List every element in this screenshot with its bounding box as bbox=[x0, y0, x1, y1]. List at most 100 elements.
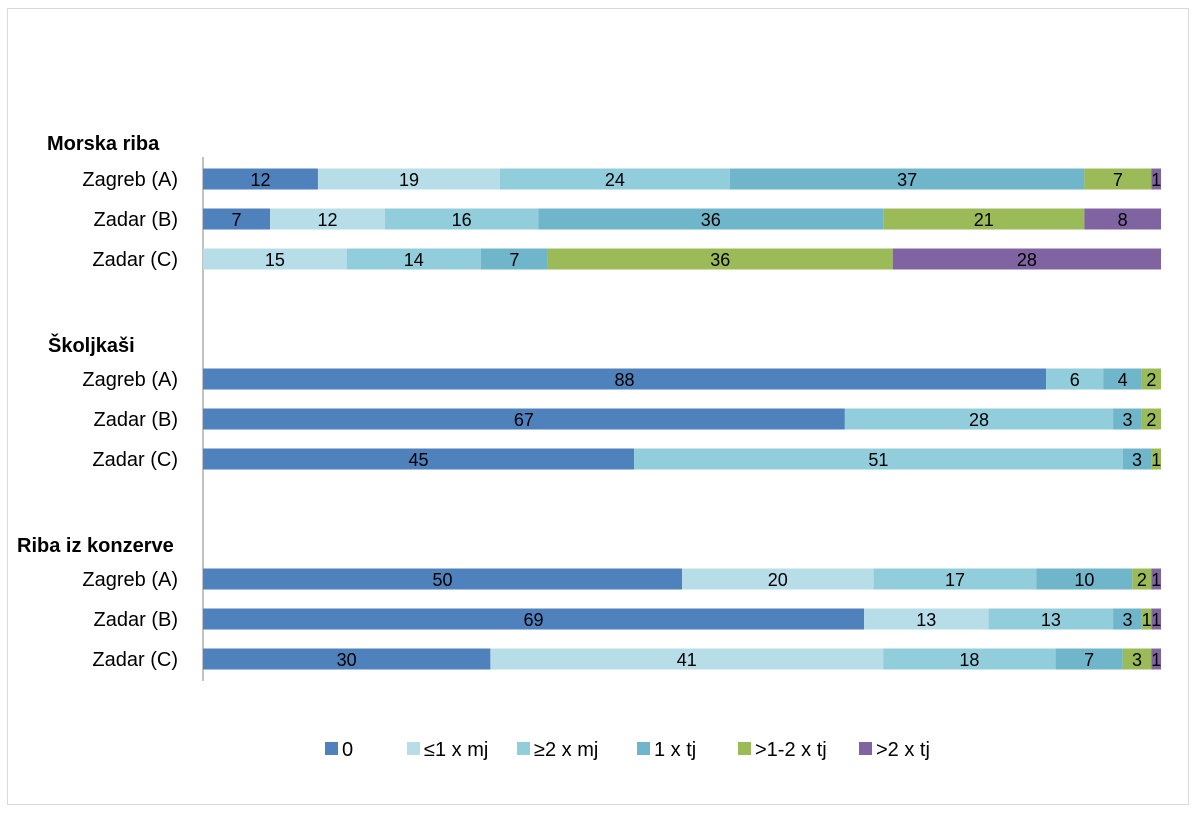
legend-swatch bbox=[325, 742, 338, 755]
bar-segment bbox=[1103, 368, 1142, 390]
group-title: Školjkaši bbox=[48, 333, 135, 357]
data-label: 18 bbox=[959, 650, 979, 670]
bar-segment bbox=[1151, 448, 1161, 470]
group-title: Riba iz konzerve bbox=[17, 535, 174, 557]
data-label: 19 bbox=[399, 170, 419, 190]
category-label: Zadar (B) bbox=[94, 609, 178, 631]
data-label: 51 bbox=[868, 450, 888, 470]
legend-label: >2 x tj bbox=[876, 739, 930, 761]
data-label: 28 bbox=[969, 410, 989, 430]
category-label: Zagreb (A) bbox=[82, 169, 178, 191]
bar-segment bbox=[203, 408, 845, 430]
bar-segment bbox=[883, 648, 1056, 670]
bar-segment bbox=[1151, 568, 1161, 590]
bars-layer bbox=[202, 157, 1161, 681]
data-label: 1 bbox=[1151, 170, 1161, 190]
bar-segment bbox=[203, 208, 271, 230]
data-label: 36 bbox=[710, 250, 730, 270]
bar-segment bbox=[1151, 648, 1161, 670]
bar-segment bbox=[1141, 408, 1161, 430]
bar-segment bbox=[1113, 608, 1142, 630]
bar-segment bbox=[203, 368, 1047, 390]
bar-segment bbox=[1122, 648, 1152, 670]
data-label: 1 bbox=[1151, 570, 1161, 590]
data-label: 10 bbox=[1074, 570, 1094, 590]
data-label: 4 bbox=[1118, 370, 1128, 390]
bar-segment bbox=[1141, 368, 1161, 390]
category-label: Zadar (C) bbox=[92, 649, 178, 671]
bar-segment bbox=[988, 608, 1114, 630]
data-label: 15 bbox=[265, 250, 285, 270]
data-label: 12 bbox=[250, 170, 270, 190]
data-label: 28 bbox=[1017, 250, 1037, 270]
data-label: 3 bbox=[1122, 610, 1132, 630]
bar-segment bbox=[864, 608, 989, 630]
data-label: 7 bbox=[1084, 650, 1094, 670]
chart-frame bbox=[7, 8, 1189, 805]
bar-segment bbox=[1036, 568, 1133, 590]
data-label: 30 bbox=[337, 650, 357, 670]
data-label: 20 bbox=[768, 570, 788, 590]
data-label: 3 bbox=[1122, 410, 1132, 430]
data-label: 8 bbox=[1118, 210, 1128, 230]
bar-segment bbox=[892, 248, 1161, 270]
data-label: 67 bbox=[514, 410, 534, 430]
legend-label: ≥2 x mj bbox=[534, 739, 598, 761]
bar-segment bbox=[1046, 368, 1104, 390]
category-label: Zagreb (A) bbox=[82, 569, 178, 591]
data-label: 1 bbox=[1151, 610, 1161, 630]
bar-segment bbox=[203, 448, 635, 470]
bar-segment bbox=[385, 208, 539, 230]
data-label: 2 bbox=[1146, 410, 1156, 430]
data-label: 17 bbox=[945, 570, 965, 590]
bar-segment bbox=[1055, 648, 1123, 670]
category-label: Zadar (B) bbox=[94, 209, 178, 231]
data-label: 88 bbox=[615, 370, 635, 390]
bar-segment bbox=[1151, 168, 1161, 190]
bar-segment bbox=[873, 568, 1037, 590]
bar-segment bbox=[203, 248, 347, 270]
category-label: Zadar (C) bbox=[92, 249, 178, 271]
legend-swatch bbox=[517, 742, 530, 755]
legend-swatch bbox=[637, 742, 650, 755]
data-label: 3 bbox=[1132, 650, 1142, 670]
data-label: 7 bbox=[509, 250, 519, 270]
bar-segment bbox=[270, 208, 386, 230]
bar-segment bbox=[682, 568, 874, 590]
data-label: 24 bbox=[605, 170, 625, 190]
bar-segment bbox=[1113, 408, 1142, 430]
data-label: 7 bbox=[232, 210, 242, 230]
bar-segment bbox=[538, 208, 884, 230]
data-label: 16 bbox=[452, 210, 472, 230]
category-label: Zadar (B) bbox=[94, 409, 178, 431]
data-label: 2 bbox=[1146, 370, 1156, 390]
legend-swatch bbox=[407, 742, 420, 755]
category-label: Zadar (C) bbox=[92, 449, 178, 471]
bar-segment bbox=[203, 608, 865, 630]
category-label: Zagreb (A) bbox=[82, 369, 178, 391]
data-label: 21 bbox=[974, 210, 994, 230]
data-label: 69 bbox=[523, 610, 543, 630]
bar-segment bbox=[729, 168, 1085, 190]
data-label: 1 bbox=[1151, 450, 1161, 470]
bar-segment bbox=[1084, 168, 1152, 190]
bar-segment bbox=[844, 408, 1114, 430]
data-label: 6 bbox=[1070, 370, 1080, 390]
data-label: 36 bbox=[701, 210, 721, 230]
legend-label: >1-2 x tj bbox=[755, 739, 827, 761]
bar-segment bbox=[480, 248, 548, 270]
data-label: 37 bbox=[897, 170, 917, 190]
data-label: 1 bbox=[1142, 610, 1152, 630]
data-label: 13 bbox=[916, 610, 936, 630]
bar-segment bbox=[203, 168, 318, 190]
bar-segment bbox=[499, 168, 730, 190]
group-title: Morska riba bbox=[47, 133, 160, 155]
data-label: 7 bbox=[1113, 170, 1123, 190]
data-label: 3 bbox=[1132, 450, 1142, 470]
legend-swatch bbox=[738, 742, 751, 755]
bar-segment bbox=[203, 648, 491, 670]
bar-segment bbox=[1084, 208, 1161, 230]
bar-segment bbox=[346, 248, 481, 270]
